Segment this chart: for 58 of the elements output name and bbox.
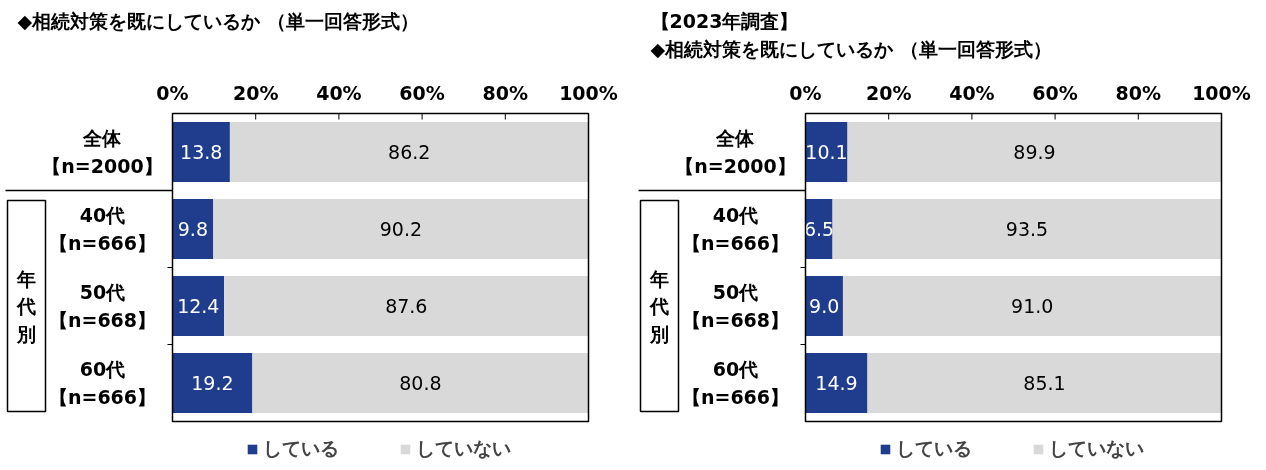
- bar: [805, 275, 843, 337]
- legend-label: している: [895, 436, 972, 461]
- x-tick-label: 0%: [156, 81, 189, 104]
- y-tick-label: 40代【n=666】: [48, 204, 157, 254]
- x-tick-label: 100%: [1192, 81, 1251, 104]
- text: 年代別: [649, 267, 669, 345]
- y-tick-label: 60代【n=666】: [48, 358, 157, 408]
- data-label: 80.8: [399, 372, 442, 394]
- data-label: 91.0: [1011, 295, 1054, 317]
- y-tick-label: 50代【n=668】: [681, 281, 790, 331]
- chart-subtitle: ◆相続対策を既にしているか （単一回答形式）: [650, 37, 1052, 60]
- bar: [229, 121, 589, 183]
- bar: [213, 198, 589, 260]
- x-tick-label: 80%: [1115, 81, 1162, 104]
- x-tick-label: 100%: [559, 81, 618, 104]
- y-tick-label: 40代【n=666】: [681, 204, 790, 254]
- data-label: 86.2: [388, 141, 431, 163]
- y-tick-label: 全体【n=2000】: [42, 127, 163, 177]
- bar: [805, 121, 848, 183]
- text: 年代別: [16, 267, 36, 345]
- data-label: 19.2: [191, 372, 234, 394]
- legend-label: していない: [415, 436, 511, 461]
- x-tick-label: 0%: [789, 81, 822, 104]
- data-label: 14.9: [815, 372, 858, 394]
- data-label: 89.9: [1013, 141, 1056, 163]
- y-tick-label: 全体【n=2000】: [675, 127, 796, 177]
- x-tick-label: 20%: [865, 81, 912, 104]
- legend-label: していない: [1048, 436, 1144, 461]
- bar: [867, 352, 1222, 414]
- data-label: 85.1: [1023, 372, 1066, 394]
- x-tick-label: 60%: [399, 81, 445, 104]
- x-tick-label: 80%: [482, 81, 529, 104]
- x-tick-label: 40%: [316, 81, 362, 104]
- x-tick-label: 20%: [232, 81, 279, 104]
- data-label: 93.5: [1005, 218, 1049, 240]
- bar: [172, 352, 253, 414]
- data-label: 9.0: [809, 295, 840, 317]
- x-tick-label: 40%: [949, 81, 995, 104]
- data-label: 87.6: [385, 295, 428, 317]
- bar: [847, 121, 1222, 183]
- data-label: 13.8: [180, 141, 223, 163]
- data-label: 12.4: [177, 295, 220, 317]
- bar: [224, 275, 589, 337]
- chart-title: ◆相続対策を既にしているか （単一回答形式）: [17, 9, 419, 32]
- data-label: 9.8: [177, 218, 208, 240]
- data-label: 90.2: [379, 218, 423, 240]
- bar: [832, 198, 1222, 260]
- chart-title: 【2023年調査】: [650, 9, 799, 32]
- y-tick-label: 60代【n=666】: [681, 358, 790, 408]
- bar: [252, 352, 589, 414]
- bar: [172, 275, 225, 337]
- legend-label: している: [262, 436, 339, 461]
- bar: [805, 352, 868, 414]
- bar: [842, 275, 1222, 337]
- y-tick-label: 50代【n=668】: [48, 281, 157, 331]
- x-tick-label: 60%: [1032, 81, 1078, 104]
- bar: [172, 121, 230, 183]
- data-label: 10.1: [805, 141, 848, 163]
